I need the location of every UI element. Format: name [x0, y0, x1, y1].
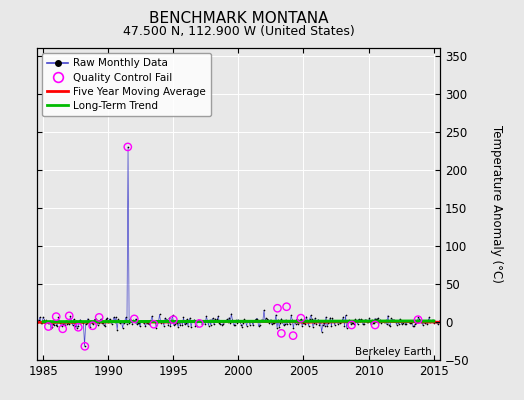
Point	[150, 321, 158, 328]
Point	[274, 305, 282, 312]
Point	[169, 316, 178, 323]
Point	[81, 343, 89, 350]
Point	[289, 332, 297, 339]
Point	[65, 313, 73, 319]
Text: 47.500 N, 112.900 W (United States): 47.500 N, 112.900 W (United States)	[123, 25, 354, 38]
Point	[130, 316, 138, 322]
Point	[347, 322, 356, 328]
Point	[124, 144, 132, 150]
Point	[414, 316, 422, 323]
Y-axis label: Temperature Anomaly (°C): Temperature Anomaly (°C)	[490, 125, 504, 283]
Text: Berkeley Earth: Berkeley Earth	[355, 347, 432, 357]
Point	[195, 320, 203, 327]
Point	[52, 314, 60, 320]
Point	[44, 323, 52, 330]
Point	[59, 326, 67, 332]
Title: BENCHMARK MONTANA: BENCHMARK MONTANA	[149, 11, 328, 26]
Point	[89, 322, 97, 329]
Point	[282, 304, 291, 310]
Legend: Raw Monthly Data, Quality Control Fail, Five Year Moving Average, Long-Term Tren: Raw Monthly Data, Quality Control Fail, …	[42, 53, 211, 116]
Point	[371, 322, 379, 328]
Point	[95, 314, 103, 320]
Point	[297, 315, 305, 321]
Point	[277, 330, 286, 336]
Point	[74, 324, 82, 330]
